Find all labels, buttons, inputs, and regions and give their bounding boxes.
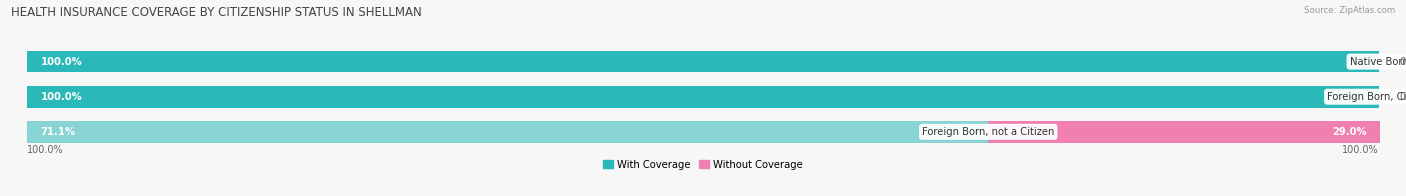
Text: 0.0%: 0.0% — [1399, 92, 1406, 102]
Bar — [27, 86, 1379, 108]
Text: Foreign Born, Citizen: Foreign Born, Citizen — [1327, 92, 1406, 102]
Bar — [27, 51, 1379, 73]
Text: 0.0%: 0.0% — [1399, 57, 1406, 67]
Legend: With Coverage, Without Coverage: With Coverage, Without Coverage — [599, 156, 807, 174]
Text: 100.0%: 100.0% — [27, 145, 63, 155]
Bar — [27, 121, 988, 143]
Text: HEALTH INSURANCE COVERAGE BY CITIZENSHIP STATUS IN SHELLMAN: HEALTH INSURANCE COVERAGE BY CITIZENSHIP… — [11, 6, 422, 19]
Bar — [27, 51, 1379, 73]
Text: 29.0%: 29.0% — [1331, 127, 1367, 137]
Text: 100.0%: 100.0% — [41, 57, 83, 67]
Text: Source: ZipAtlas.com: Source: ZipAtlas.com — [1303, 6, 1395, 15]
Bar — [988, 121, 1381, 143]
Bar — [27, 86, 1379, 108]
Text: 100.0%: 100.0% — [41, 92, 83, 102]
Text: 100.0%: 100.0% — [1343, 145, 1379, 155]
Bar — [27, 121, 1379, 143]
Text: 71.1%: 71.1% — [41, 127, 76, 137]
Text: Foreign Born, not a Citizen: Foreign Born, not a Citizen — [922, 127, 1054, 137]
Text: Native Born: Native Born — [1350, 57, 1406, 67]
